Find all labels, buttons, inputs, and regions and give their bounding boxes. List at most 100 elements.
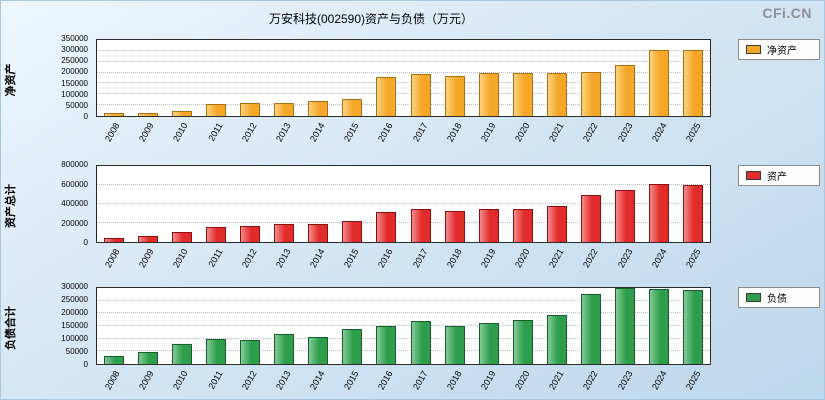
- y-tick-label: 250000: [61, 295, 88, 304]
- plot-area-net-assets: [96, 39, 711, 117]
- y-tick-label: 200000: [61, 67, 88, 77]
- total-liabilities-chart: 负债合计 0 50000 100000 150000 200000 250000 30000…: [1, 283, 824, 399]
- x-tick-label: 2011: [205, 369, 225, 391]
- x-tick-label: 2012: [239, 247, 259, 270]
- x-axis-tick-labels: 2008 2009 2010 2011 2012 2013 2014 2015 2016 2017…: [96, 119, 711, 155]
- x-tick-label: 2015: [342, 247, 361, 270]
- bar-2014: [308, 336, 329, 364]
- x-tick-label: 2018: [444, 247, 464, 270]
- x-axis-tick-labels: 2008 2009 2010 2011 2012 2013 2014 2015 2016 2017…: [96, 367, 711, 399]
- x-tick-label: 2020: [513, 121, 532, 144]
- bar-2021: [546, 73, 567, 116]
- x-tick-label: 2014: [308, 121, 327, 144]
- x-tick-label: 2018: [444, 121, 464, 144]
- x-tick-label: 2016: [376, 369, 396, 392]
- bar-2025: [682, 289, 703, 364]
- x-tick-label: 2013: [273, 369, 293, 392]
- bar-2014: [308, 101, 329, 116]
- y-tick-label: 200000: [61, 218, 88, 228]
- y-tick-label: 300000: [61, 45, 88, 55]
- legend-label: 净资产: [767, 46, 797, 57]
- y-tick-label: 400000: [61, 199, 88, 208]
- bar-2021: [546, 314, 567, 364]
- bar-2023: [614, 288, 635, 364]
- bar-2022: [580, 71, 601, 116]
- total-assets-chart: 资产总计 0 200000 400000 600000 800000 2008 2009 2…: [1, 161, 824, 281]
- bar-2013: [274, 333, 295, 364]
- x-axis-tick-labels: 2008 2009 2010 2011 2012 2013 2014 2015 2016 2017…: [96, 245, 711, 281]
- bar-2012: [240, 226, 261, 242]
- x-tick-label: 2010: [171, 121, 191, 144]
- y-tick-label: 600000: [61, 179, 88, 189]
- y-tick-label: 0: [83, 238, 88, 247]
- y-tick-label: 50000: [65, 347, 88, 356]
- x-tick-label: 2008: [103, 369, 122, 392]
- bar-2017: [410, 73, 431, 116]
- bar-2013: [274, 102, 295, 116]
- gridline: [97, 93, 710, 95]
- gridline: [97, 60, 710, 62]
- plot-area-total-assets: [96, 165, 711, 243]
- y-axis-tick-labels: 0 50000 100000 150000 200000 250000 300000 3500…: [21, 35, 93, 121]
- x-tick-label: 2020: [513, 247, 532, 270]
- gridline: [97, 222, 710, 223]
- y-tick-label: 250000: [61, 56, 88, 66]
- y-tick-label: 0: [83, 360, 88, 369]
- x-tick-label: 2025: [683, 247, 703, 270]
- bar-2008: [104, 113, 125, 116]
- gridline: [97, 337, 710, 339]
- bar-2008: [104, 355, 125, 364]
- gridline: [97, 82, 710, 84]
- x-tick-label: 2017: [410, 247, 430, 270]
- x-tick-label: 2025: [683, 121, 703, 144]
- y-axis-tick-labels: 0 200000 400000 600000 800000: [21, 161, 93, 247]
- x-tick-label: 2018: [444, 369, 464, 392]
- x-tick-label: 2023: [615, 121, 635, 144]
- bar-2024: [648, 183, 669, 242]
- x-tick-label: 2022: [581, 247, 601, 270]
- x-tick-label: 2014: [308, 369, 327, 392]
- y-tick-label: 100000: [61, 89, 88, 99]
- x-tick-label: 2010: [171, 247, 191, 270]
- bar-2016: [376, 325, 397, 364]
- bar-2018: [444, 210, 465, 242]
- bar-2020: [512, 320, 533, 364]
- watermark-logo: CFi.CN: [762, 5, 812, 21]
- bar-2024: [648, 289, 669, 364]
- gridline: [97, 184, 710, 185]
- bar-2023: [614, 190, 635, 242]
- bar-2010: [172, 231, 193, 242]
- legend-label: 资产: [767, 172, 787, 183]
- x-tick-label: 2013: [273, 247, 293, 270]
- bar-2024: [648, 49, 669, 116]
- x-tick-label: 2024: [649, 247, 669, 270]
- bar-2015: [342, 328, 363, 364]
- gridline: [97, 312, 710, 314]
- x-tick-label: 2012: [239, 369, 259, 392]
- gridline: [97, 203, 710, 204]
- bar-2015: [342, 220, 363, 242]
- bar-2014: [308, 223, 329, 242]
- x-tick-label: 2009: [137, 369, 156, 392]
- bar-2025: [682, 185, 703, 242]
- bar-2019: [478, 208, 499, 242]
- y-axis-title-total-assets: 资产总计: [5, 184, 17, 228]
- y-axis-title-total-liabilities: 负债合计: [5, 306, 17, 350]
- x-tick-label: 2016: [376, 121, 396, 144]
- bar-2015: [342, 98, 363, 116]
- bar-2012: [240, 339, 261, 364]
- x-tick-label: 2011: [205, 121, 225, 143]
- x-tick-label: 2022: [581, 121, 601, 144]
- y-tick-label: 50000: [65, 100, 88, 110]
- y-tick-label: 150000: [61, 78, 88, 88]
- legend-swatch: [746, 45, 761, 54]
- legend-label: 负债: [767, 294, 787, 305]
- legend-swatch: [746, 171, 761, 180]
- bar-2011: [206, 227, 227, 242]
- plot-area-total-liabilities: [96, 287, 711, 365]
- bar-2019: [478, 72, 499, 116]
- legend-total-liabilities: 负债: [738, 287, 820, 308]
- bar-2023: [614, 64, 635, 116]
- bar-2021: [546, 205, 567, 242]
- x-tick-label: 2019: [478, 121, 498, 144]
